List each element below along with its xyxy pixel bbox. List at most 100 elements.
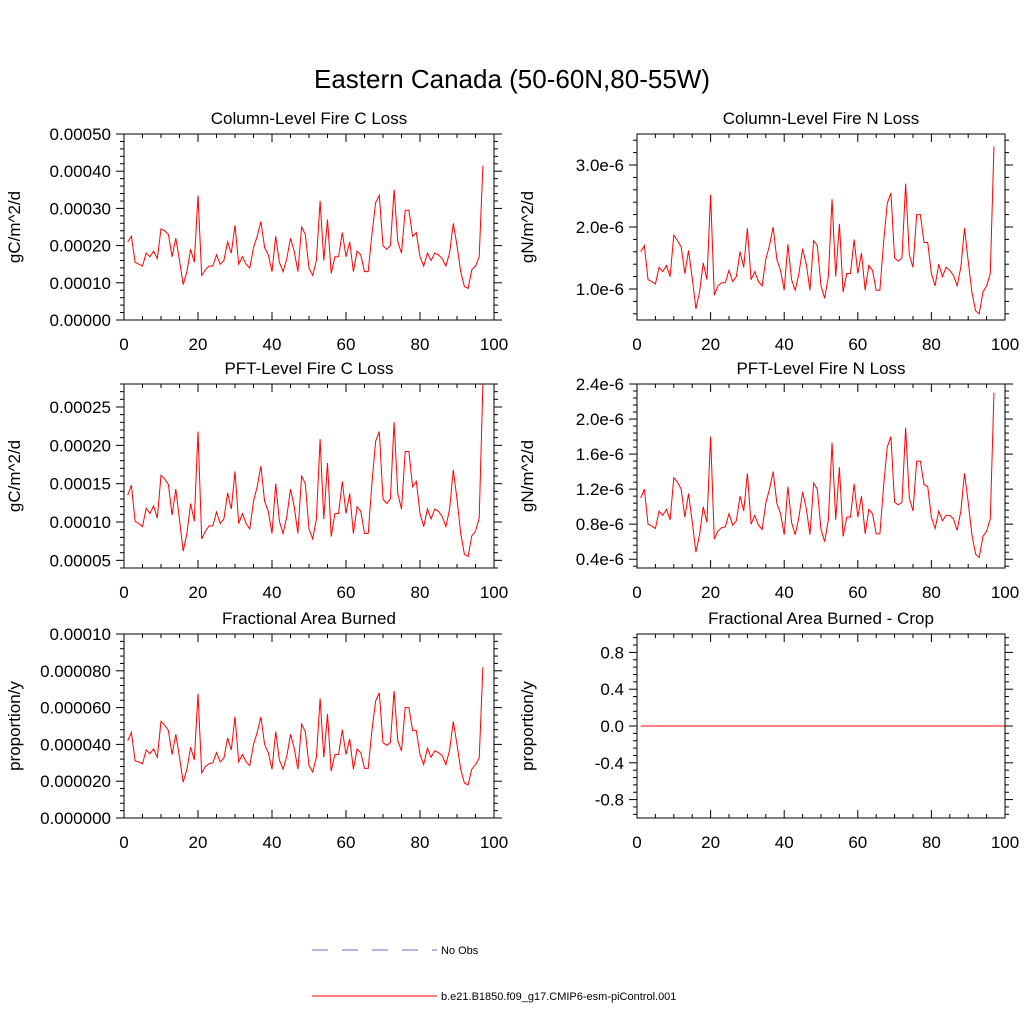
y-tick-label: 1.2e-6 [576,480,624,499]
x-tick-label: 80 [411,583,430,602]
x-tick-label: 60 [337,335,356,354]
y-tick-label: 1.0e-6 [576,280,624,299]
x-tick-label: 40 [775,833,794,852]
series-line [127,383,484,558]
x-tick-label: 40 [775,335,794,354]
y-tick-label: 0.00010 [50,513,111,532]
y-axis-label: proportion/y [5,681,24,771]
chart-panel-5: Fractional Area Burned proportion/y 0 20 40 6… [5,609,508,852]
y-tick-label: 2.0e-6 [576,218,624,237]
x-tick-label: 80 [411,833,430,852]
y-tick-label: 0.000060 [40,699,111,718]
y-tick-label: 3.0e-6 [576,156,624,175]
series-line [640,146,995,315]
y-tick-label: 0.8 [600,643,624,662]
x-tick-label: 40 [263,833,282,852]
x-tick-label: 80 [411,335,430,354]
y-tick-label: 0.8e-6 [576,515,624,534]
x-tick-label: 100 [991,833,1019,852]
x-tick-label: 60 [848,583,867,602]
x-tick-label: 80 [922,335,941,354]
y-tick-label: 2.4e-6 [576,375,624,394]
x-tick-label: 0 [119,583,128,602]
y-tick-label: 0.000080 [40,662,111,681]
legend-label: b.e21.B1850.f09_g17.CMIP6-esm-piControl.… [441,991,676,1003]
legend-label: No Obs [441,945,479,957]
x-tick-label: 60 [337,583,356,602]
legend: No Obs b.e21.B1850.f09_g17.CMIP6-esm-piC… [312,945,676,1003]
plot-frame [123,133,495,321]
panel-title: Fractional Area Burned [222,609,396,628]
x-tick-label: 0 [632,833,641,852]
y-tick-label: 0.00020 [50,237,111,256]
x-tick-label: 0 [119,335,128,354]
x-tick-label: 0 [119,833,128,852]
y-tick-label: 0.00010 [50,625,111,644]
panel-title: PFT-Level Fire C Loss [224,359,393,378]
plot-frame [636,133,1006,321]
chart-panel-2: Column-Level Fire N Loss gN/m^2/d 0 20 40 60 8… [518,109,1019,354]
x-tick-label: 20 [189,335,208,354]
figure-title: Eastern Canada (50-60N,80-55W) [314,64,710,94]
x-tick-label: 40 [263,335,282,354]
y-tick-label: 0.00030 [50,199,111,218]
x-tick-label: 20 [701,335,720,354]
x-tick-label: 100 [480,833,508,852]
plot-frame [123,633,495,819]
x-tick-label: 20 [701,833,720,852]
y-tick-label: 1.6e-6 [576,445,624,464]
x-tick-label: 100 [991,583,1019,602]
series-line [127,165,484,290]
panel-title: PFT-Level Fire N Loss [736,359,905,378]
x-tick-label: 100 [480,335,508,354]
legend-entry-model-run: b.e21.B1850.f09_g17.CMIP6-esm-piControl.… [312,991,676,1003]
x-tick-label: 20 [189,583,208,602]
x-tick-label: 80 [922,833,941,852]
y-tick-label: 0.00005 [50,551,111,570]
x-tick-label: 80 [922,583,941,602]
y-tick-label: -0.4 [595,754,624,773]
x-tick-label: 100 [480,583,508,602]
x-tick-label: 40 [775,583,794,602]
y-axis-label: gN/m^2/d [518,440,537,512]
panel-title: Column-Level Fire N Loss [723,109,920,128]
y-axis-label: proportion/y [518,681,537,771]
y-tick-label: 0.000020 [40,772,111,791]
panel-title: Fractional Area Burned - Crop [708,609,934,628]
y-axis-label: gC/m^2/d [5,440,24,512]
x-tick-label: 0 [632,583,641,602]
panels: Column-Level Fire C Loss gC/m^2/d 0 20 40 60 8… [5,109,1019,852]
chart-panel-1: Column-Level Fire C Loss gC/m^2/d 0 20 40 60 8… [5,109,508,354]
series-line [127,667,484,786]
y-tick-label: 0.00020 [50,436,111,455]
y-tick-label: 0.4 [600,680,624,699]
y-tick-label: 0.000040 [40,735,111,754]
x-tick-label: 40 [263,583,282,602]
x-tick-label: 20 [189,833,208,852]
chart-panel-3: PFT-Level Fire C Loss gC/m^2/d 0 20 40 60 80 10… [5,359,508,602]
y-tick-label: 0.00015 [50,475,111,494]
y-tick-label: 0.00010 [50,274,111,293]
y-axis-label: gC/m^2/d [5,191,24,263]
panel-title: Column-Level Fire C Loss [211,109,408,128]
plot-frame [123,383,495,569]
y-axis-label: gN/m^2/d [518,191,537,263]
y-tick-label: 0.0 [600,717,624,736]
y-tick-label: 2.0e-6 [576,410,624,429]
x-tick-label: 100 [991,335,1019,354]
chart-panel-6: Fractional Area Burned - Crop proportion/… [518,609,1019,852]
legend-entry-no-obs: No Obs [312,945,479,957]
y-tick-label: 0.00040 [50,162,111,181]
x-tick-label: 20 [701,583,720,602]
y-tick-label: 0.4e-6 [576,550,624,569]
plot-frame [636,383,1006,569]
x-tick-label: 60 [848,335,867,354]
series-line [640,392,995,559]
x-tick-label: 60 [337,833,356,852]
x-tick-label: 60 [848,833,867,852]
y-tick-label: 0.00050 [50,125,111,144]
y-tick-label: 0.00000 [50,311,111,330]
chart-panel-4: PFT-Level Fire N Loss gN/m^2/d 0 20 40 60 80 10… [518,359,1019,602]
